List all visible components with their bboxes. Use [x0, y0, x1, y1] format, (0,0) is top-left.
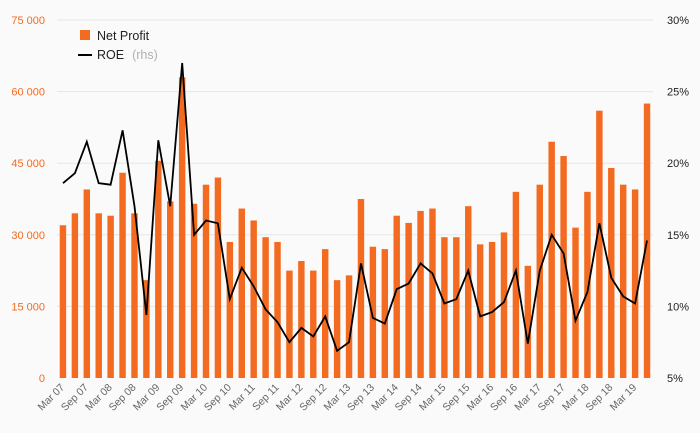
bar: [155, 160, 162, 378]
bar: [512, 191, 520, 378]
bar: [548, 141, 555, 378]
legend-roe-sub: (rhs): [132, 48, 158, 62]
bar: [572, 227, 579, 378]
bar: [441, 237, 448, 378]
bar: [167, 201, 174, 378]
bar: [298, 261, 305, 378]
y-axis-left: 0 15 000 30 000 45 000 60 000 75 000: [11, 15, 45, 385]
y-left-tick-label: 75 000: [11, 15, 45, 27]
bar: [596, 110, 603, 379]
legend-roe-text: ROE (rhs): [97, 46, 158, 63]
bar: [214, 177, 222, 378]
bar: [584, 191, 591, 378]
bar: [357, 199, 365, 378]
legend-roe-label: ROE: [97, 48, 124, 62]
bar: [286, 270, 293, 378]
bar: [321, 249, 329, 378]
bar: [381, 249, 389, 378]
y-right-tick-label: 30%: [667, 15, 689, 27]
bar: [560, 156, 567, 378]
bar: [333, 280, 341, 378]
bar: [143, 280, 150, 378]
bar: [107, 215, 114, 378]
y-right-tick-label: 10%: [667, 301, 689, 313]
bar: [393, 215, 400, 378]
bar: [178, 77, 186, 378]
bar: [417, 210, 424, 378]
bar: [119, 172, 126, 378]
bar: [190, 203, 198, 378]
legend-net-profit-marker: [80, 30, 90, 40]
legend-net-profit-label: Net Profit: [97, 29, 150, 43]
bar: [429, 208, 436, 378]
y-left-tick-label: 45 000: [11, 158, 45, 170]
bar: [83, 189, 91, 378]
bar: [226, 241, 234, 378]
bar: [500, 232, 508, 378]
bar: [465, 206, 472, 378]
y-right-tick-label: 25%: [667, 87, 689, 99]
bar: [59, 225, 67, 378]
y-left-tick-label: 30 000: [11, 230, 45, 242]
y-right-tick-label: 20%: [667, 158, 689, 170]
y-right-tick-label: 5%: [667, 373, 683, 385]
bar: [488, 241, 496, 378]
bar: [345, 275, 353, 378]
bar: [536, 184, 543, 378]
bar: [131, 213, 138, 378]
bar: [619, 184, 627, 378]
bar: [631, 189, 639, 378]
bar: [202, 184, 210, 378]
y-left-tick-label: 60 000: [11, 87, 45, 99]
bar: [238, 208, 245, 378]
roe-line: [62, 62, 648, 353]
y-left-tick-label: 15 000: [11, 301, 45, 313]
legend: Net Profit ROE (rhs): [78, 29, 158, 63]
bar: [453, 237, 460, 378]
bar: [524, 265, 532, 378]
bar: [95, 213, 102, 378]
bar: [71, 213, 79, 378]
bar: [608, 167, 615, 378]
bar: [250, 220, 257, 378]
bar: [476, 244, 484, 378]
bar: [369, 246, 377, 378]
y-right-tick-label: 15%: [667, 230, 689, 242]
bar: [405, 222, 412, 378]
bar: [310, 270, 317, 378]
y-left-tick-label: 0: [39, 373, 45, 385]
bar: [274, 241, 281, 378]
y-axis-right: 5% 10% 15% 20% 25% 30%: [667, 15, 689, 385]
